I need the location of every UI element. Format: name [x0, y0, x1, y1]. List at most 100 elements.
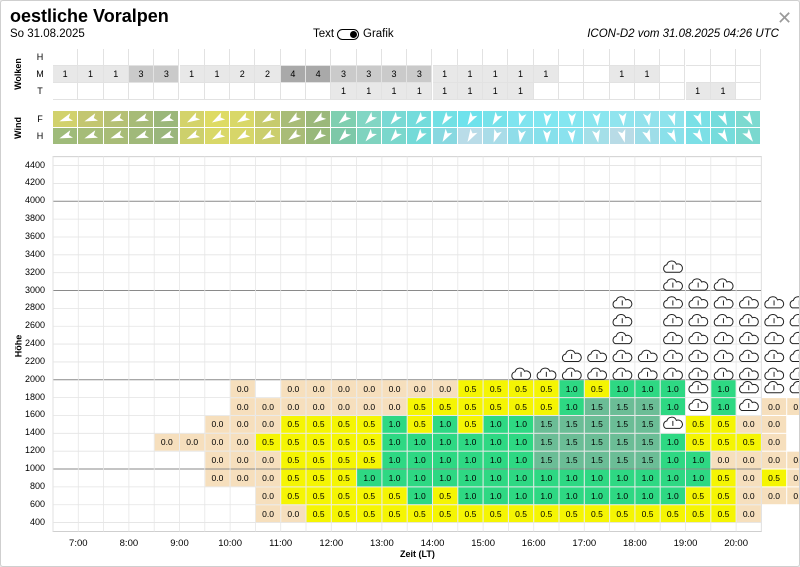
wind-cell	[508, 111, 534, 128]
cloud-cell	[736, 66, 762, 83]
thermal-cell	[458, 398, 483, 415]
thermal-cell	[331, 415, 357, 433]
thermal-cell	[635, 505, 660, 523]
wind-arrow-icon	[339, 128, 352, 141]
wind-cell	[280, 128, 306, 145]
thermal-cell	[534, 398, 559, 415]
thermal-value: 1.5	[540, 419, 553, 430]
cloud-icon	[789, 314, 799, 327]
thermal-value: 1.0	[616, 472, 629, 483]
thermal-cell	[559, 505, 584, 523]
cloud-icon	[789, 331, 799, 345]
thermal-cell	[610, 505, 635, 523]
wind-cell	[255, 128, 281, 145]
wind-cell	[483, 111, 509, 128]
toggle-text-label[interactable]: Text	[313, 28, 335, 40]
thermal-value: 1.0	[692, 455, 705, 466]
thermal-value: 1.5	[641, 401, 654, 412]
thermal-cell	[205, 433, 230, 451]
wind-arrow-shape	[467, 128, 478, 143]
thermal-value: 0.0	[768, 455, 780, 466]
thermal-cell	[357, 380, 382, 398]
thermal-cell	[610, 451, 635, 469]
thermal-cell	[433, 380, 458, 398]
wind-cell	[53, 111, 79, 128]
thermal-cell	[508, 415, 534, 433]
view-toggle-switch[interactable]	[337, 29, 359, 40]
thermal-value: 1.0	[464, 437, 477, 448]
thermal-value: 1.0	[489, 419, 502, 430]
thermal-cell	[230, 451, 255, 469]
wind-arrow-icon	[416, 128, 427, 142]
cloud-cell	[154, 49, 180, 66]
cloud-cell	[128, 83, 155, 100]
wind-cell	[736, 128, 762, 145]
thermal-cell	[382, 380, 407, 398]
thermal-value: 0.5	[312, 419, 325, 430]
wind-arrow-shape	[567, 129, 576, 143]
thermal-value: 1.0	[540, 472, 553, 483]
thermal-cell	[382, 415, 407, 433]
cloud-cell	[660, 83, 686, 100]
cloud-cell: 3	[381, 66, 408, 83]
thermal-value: 1.0	[489, 472, 502, 483]
thermal-cell	[711, 433, 736, 451]
wind-cell	[53, 128, 79, 145]
thermal-value: 0.0	[388, 401, 401, 412]
thermal-cell	[660, 451, 685, 469]
thermal-value: 0.5	[388, 490, 401, 501]
wind-arrow-icon	[642, 128, 651, 143]
wind-arrow-shape	[742, 111, 753, 126]
thermal-value: 0.0	[742, 472, 755, 483]
wind-arrow-shape	[313, 129, 327, 141]
wind-arrow-shape	[160, 130, 175, 139]
thermal-cell	[635, 469, 660, 487]
wind-arrow-shape	[492, 111, 503, 126]
thermal-cell	[534, 487, 559, 505]
wind-arrow-icon	[415, 111, 428, 125]
wind-cell	[533, 111, 559, 128]
thermal-value: 1.0	[666, 472, 679, 483]
wind-cell	[407, 128, 433, 145]
cloud-cell	[710, 66, 737, 83]
cloud-cell: 1	[533, 66, 559, 83]
wind-arrow-shape	[110, 130, 124, 139]
x-tick-label: 18:00	[623, 538, 647, 549]
thermal-cell	[508, 469, 534, 487]
thermal-cell	[635, 487, 660, 505]
thermal-value: 1.0	[591, 490, 603, 501]
thermal-value: 1.0	[439, 419, 452, 430]
thermal-value: 0.5	[464, 401, 477, 412]
wind-cell	[78, 111, 104, 128]
thermal-value: 0.5	[262, 437, 274, 448]
thermal-cell	[508, 505, 534, 523]
thermal-cell	[230, 469, 255, 487]
wind-arrow-shape	[313, 112, 327, 124]
wind-arrow-shape	[667, 112, 676, 126]
thermal-value: 0.0	[287, 383, 300, 394]
thermal-cell	[610, 380, 635, 398]
wind-cell	[559, 111, 585, 128]
thermal-cell	[610, 433, 635, 451]
wind-arrow-shape	[692, 111, 701, 126]
toggle-grafik-label[interactable]: Grafik	[363, 28, 394, 40]
y-tick-label: 400	[29, 516, 45, 527]
thermal-cell	[635, 380, 660, 398]
wind-arrow-shape	[364, 111, 377, 124]
wind-arrow-icon	[692, 128, 702, 143]
thermal-value: 0.0	[211, 437, 224, 448]
thermal-value: 1.0	[363, 472, 376, 483]
thermal-cell	[686, 469, 711, 487]
thermal-value: 1.5	[641, 455, 654, 466]
thermal-value: 0.0	[262, 508, 274, 519]
thermal-cell	[180, 433, 205, 451]
thermal-value: 0.5	[768, 472, 780, 483]
y-tick-label: 4400	[24, 159, 45, 170]
thermal-value: 1.0	[666, 401, 679, 412]
wind-arrow-icon	[84, 113, 99, 122]
thermal-value: 1.0	[489, 455, 502, 466]
thermal-cell	[382, 469, 407, 487]
cloud-icon	[789, 381, 799, 394]
close-icon[interactable]: ✕	[777, 8, 793, 28]
cloud-cell: 1	[634, 66, 661, 83]
